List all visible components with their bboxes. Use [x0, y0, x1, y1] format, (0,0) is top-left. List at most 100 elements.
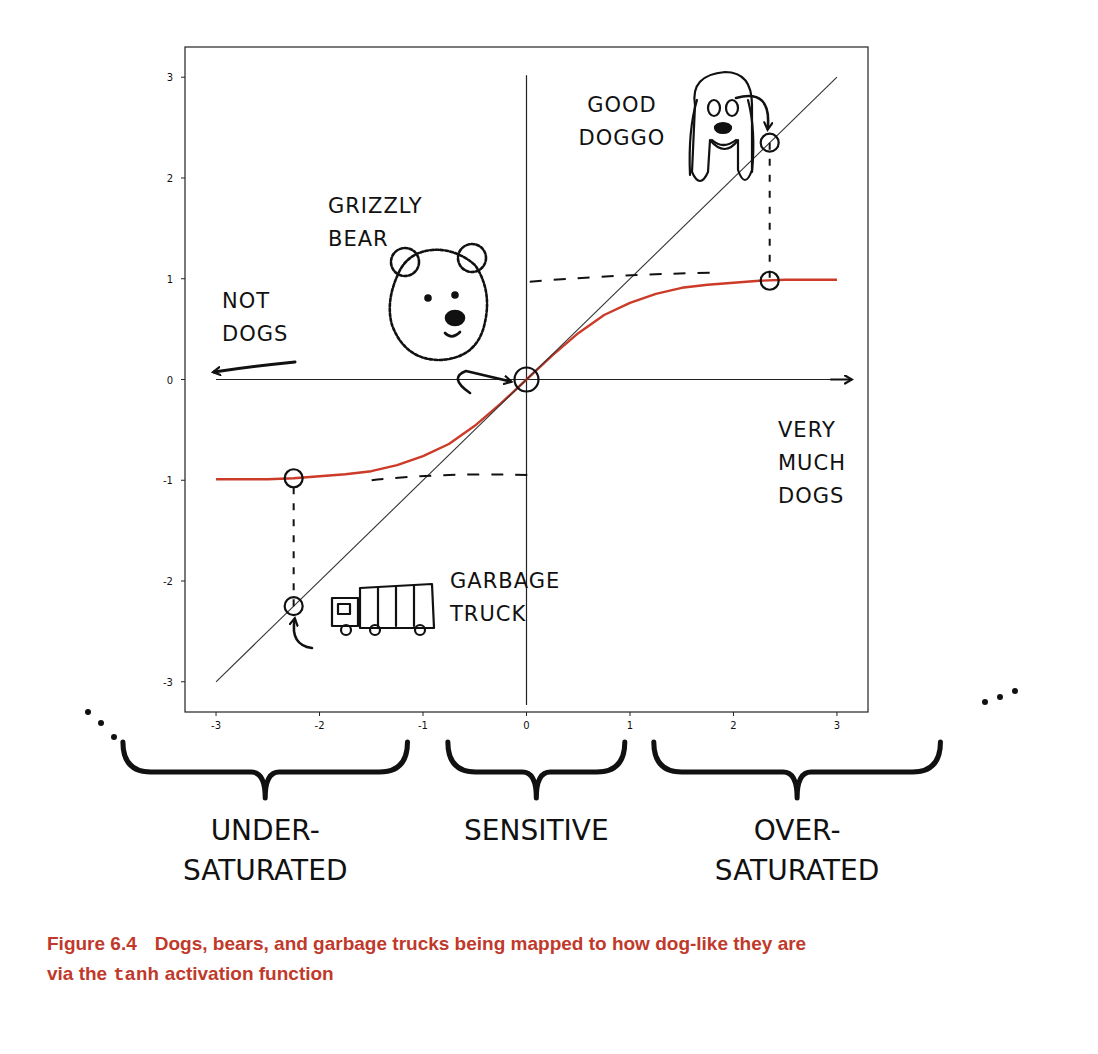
- dog-sketch: [690, 72, 754, 181]
- dog-eye: [726, 100, 738, 116]
- bear-ear: [391, 248, 419, 276]
- x-tick-label: -3: [211, 720, 221, 731]
- ellipsis-dot: [111, 734, 117, 740]
- annotation: DOGGO: [579, 126, 666, 150]
- y-tick-label: 0: [167, 375, 173, 386]
- point-marker: [761, 134, 779, 152]
- dashed-level: [372, 474, 539, 480]
- x-tick-label: 0: [523, 720, 529, 731]
- dog-head: [692, 72, 752, 181]
- y-tick-label: 3: [167, 72, 173, 83]
- point-marker: [285, 469, 303, 487]
- annotation: MUCH: [778, 451, 846, 475]
- annotation: NOT: [222, 289, 270, 313]
- point-marker: [761, 272, 779, 290]
- annotation: TRUCK: [449, 602, 526, 626]
- sketches: [214, 72, 851, 648]
- x-tick: [733, 712, 734, 716]
- x-tick: [423, 712, 424, 716]
- x-tick: [629, 712, 630, 716]
- caption-line: Figure 6.4 Dogs, bears, and garbage truck…: [47, 933, 806, 954]
- truck-body: [360, 584, 434, 628]
- x-tick-label: 3: [834, 720, 840, 731]
- region-brace: [654, 742, 941, 798]
- x-tick-label: -2: [315, 720, 325, 731]
- region-label: SATURATED: [183, 854, 348, 887]
- y-tick: [181, 177, 185, 178]
- y-tick: [181, 681, 185, 682]
- x-tick: [526, 712, 527, 716]
- y-tick: [181, 480, 185, 481]
- truck-wheel: [370, 625, 380, 635]
- caption-number: Figure 6.4: [47, 933, 137, 954]
- bear-sketch: [390, 244, 487, 360]
- annotation: BEAR: [328, 227, 389, 251]
- not-dogs-arrow: [214, 362, 295, 372]
- x-tick: [836, 712, 837, 716]
- dashed-connector: [769, 143, 771, 281]
- x-tick: [319, 712, 320, 716]
- region-label: UNDER-: [211, 814, 320, 847]
- plot-frame: [185, 47, 868, 712]
- y-tick: [181, 581, 185, 582]
- truck-wheel: [341, 625, 351, 635]
- very-much-dogs-arrow: [831, 378, 851, 380]
- truck-cab: [332, 598, 358, 626]
- ellipsis-dot: [85, 709, 91, 715]
- truck-sketch: [332, 584, 434, 635]
- y-tick-label: -3: [163, 677, 173, 688]
- caption-code: tanh: [113, 964, 159, 986]
- dog-nose: [715, 123, 731, 133]
- caption-text: Dogs, bears, and garbage trucks being ma…: [155, 933, 806, 954]
- truck-window: [338, 604, 350, 614]
- annotation: DOGS: [778, 484, 844, 508]
- y-tick: [181, 379, 185, 380]
- bear-eye: [453, 293, 458, 298]
- bear-mouth: [445, 332, 460, 336]
- dog-eye: [708, 100, 720, 116]
- bear-nose: [446, 311, 464, 325]
- ellipsis-dot: [1012, 688, 1018, 694]
- y-tick-label: 1: [167, 274, 173, 285]
- caption-text: activation function: [165, 963, 334, 984]
- region-brace: [448, 742, 625, 798]
- x-tick: [216, 712, 217, 716]
- regions: UNDER- SATURATED SENSITIVE OVER- SATURATED: [85, 688, 1018, 887]
- dog-ear: [690, 100, 697, 175]
- bear-ear: [458, 244, 486, 272]
- annotation: GOOD: [587, 93, 657, 117]
- plot-area: [216, 75, 837, 705]
- x-tick-label: -1: [418, 720, 428, 731]
- ellipsis-dot: [997, 694, 1003, 700]
- bear-head: [390, 250, 487, 360]
- annotation: DOGS: [222, 322, 288, 346]
- y-tick: [181, 77, 185, 78]
- truck-arrow: [294, 619, 312, 648]
- region-label: SATURATED: [715, 854, 880, 887]
- caption-line: via the tanh activation function: [47, 963, 334, 986]
- annotation: GARBAGE: [450, 569, 560, 593]
- y-tick-label: -1: [163, 475, 173, 486]
- x-tick-label: 1: [627, 720, 633, 731]
- region-label: OVER-: [754, 814, 841, 847]
- dog-mouth: [712, 140, 736, 145]
- annotation: VERY: [778, 418, 836, 442]
- figure: -3-2-10123-3-2-10123GOODDOGGOGRIZZLYBEAR…: [0, 0, 1098, 1054]
- ellipsis-dot: [98, 720, 104, 726]
- bear-arrow: [458, 371, 511, 393]
- annotation: GRIZZLY: [328, 194, 423, 218]
- caption-text: via the: [47, 963, 107, 984]
- point-marker: [285, 597, 303, 615]
- x-tick-label: 2: [730, 720, 736, 731]
- bear-eye: [426, 296, 431, 301]
- truck-wheel: [415, 625, 425, 635]
- ellipsis-dot: [982, 699, 988, 705]
- region-label: SENSITIVE: [464, 814, 609, 847]
- dog-ear: [748, 100, 753, 172]
- y-tick: [181, 278, 185, 279]
- y-tick-label: -2: [163, 576, 173, 587]
- region-brace: [123, 742, 408, 798]
- dashed-connector: [293, 478, 295, 606]
- identity-line: [216, 77, 837, 682]
- truck-ribs: [378, 586, 414, 626]
